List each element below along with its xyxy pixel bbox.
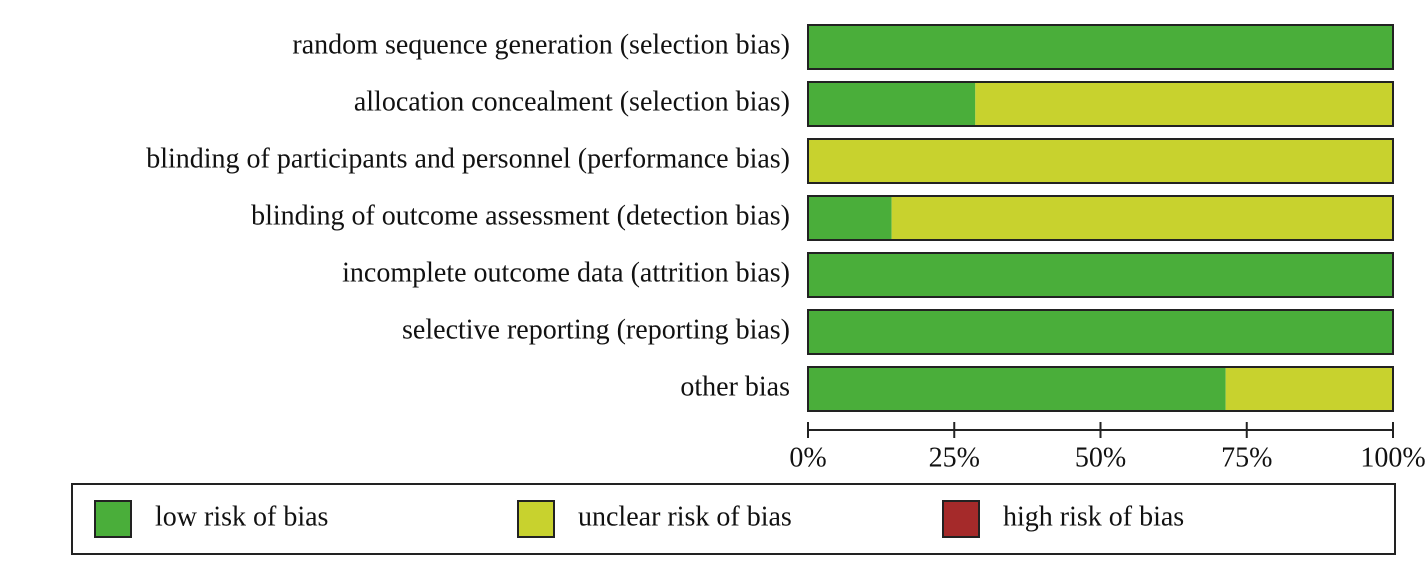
bar-segment: [808, 139, 1393, 183]
bar-outline: [807, 309, 1394, 355]
bar-outline: [807, 195, 1394, 241]
x-tick-label: 50%: [1075, 442, 1126, 473]
legend-label: unclear risk of bias: [578, 501, 792, 532]
bar-outline: [807, 138, 1394, 184]
bar-outline: [807, 366, 1394, 412]
x-tick-label: 25%: [929, 442, 980, 473]
bar-segment: [808, 310, 1393, 354]
legend-swatch: [517, 500, 555, 538]
x-tick-label: 75%: [1221, 442, 1272, 473]
x-tick-label: 100%: [1360, 442, 1425, 473]
bar-segment: [808, 196, 892, 240]
legend-label: low risk of bias: [155, 501, 328, 532]
bar-segment: [891, 196, 1393, 240]
legend-label: high risk of bias: [1003, 501, 1184, 532]
bar-segment: [1225, 367, 1393, 411]
legend-swatch: [942, 500, 980, 538]
category-label: allocation concealment (selection bias): [354, 86, 790, 117]
x-tick-label: 0%: [789, 442, 826, 473]
category-label: selective reporting (reporting bias): [402, 314, 790, 345]
bar-outline: [807, 24, 1394, 70]
category-label: other bias: [680, 371, 790, 402]
bar-outline: [807, 252, 1394, 298]
bar-segment: [808, 367, 1226, 411]
legend-box: [71, 483, 1396, 555]
legend-swatch: [94, 500, 132, 538]
bar-segment: [808, 82, 976, 126]
category-label: incomplete outcome data (attrition bias): [342, 257, 790, 288]
category-label: random sequence generation (selection bi…: [292, 29, 790, 60]
bar-segment: [808, 253, 1393, 297]
bar-segment: [808, 25, 1393, 69]
category-label: blinding of participants and personnel (…: [146, 143, 790, 174]
bar-segment: [975, 82, 1393, 126]
category-label: blinding of outcome assessment (detectio…: [251, 200, 790, 231]
bar-outline: [807, 81, 1394, 127]
